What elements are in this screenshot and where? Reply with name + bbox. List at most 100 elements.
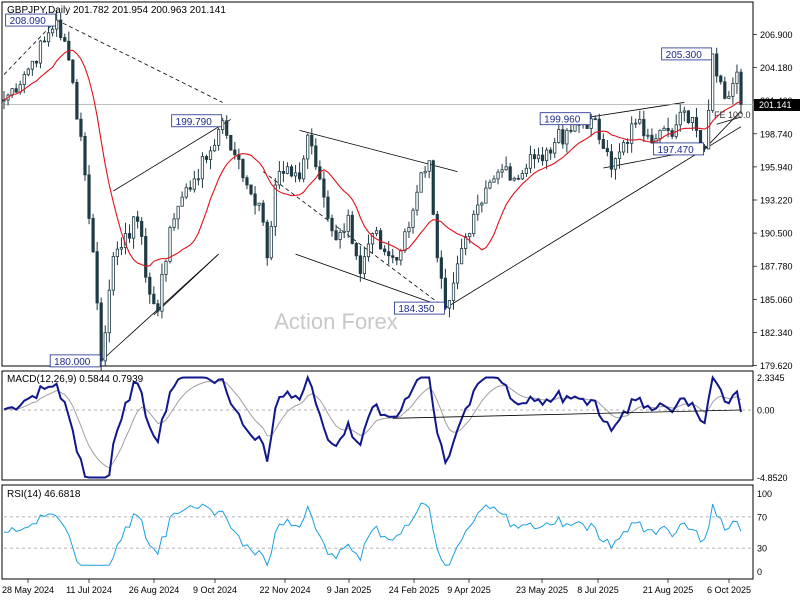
candle-body <box>245 177 249 186</box>
candle-body <box>229 134 233 151</box>
candle-body <box>609 151 614 170</box>
candle-body <box>212 144 217 152</box>
candle-body <box>508 166 512 181</box>
candle-body <box>225 120 229 136</box>
candle-body <box>630 123 634 144</box>
candle-body <box>549 149 553 154</box>
candle-body <box>472 213 476 234</box>
candle-body <box>707 109 711 150</box>
candle-body <box>488 181 492 189</box>
candle-body <box>370 233 375 245</box>
candle-body <box>103 332 107 362</box>
candle-body <box>540 154 545 162</box>
candle-body <box>617 151 622 159</box>
price-y-tick-label: 185.060 <box>760 295 793 305</box>
price-y-tick-label: 179.620 <box>760 361 793 371</box>
price-annotation-label: 205.300 <box>666 50 703 61</box>
candle-body <box>468 233 472 238</box>
candle-body <box>99 302 103 362</box>
candle-body <box>528 154 533 169</box>
candle-body <box>565 129 569 145</box>
candle-body <box>658 129 662 140</box>
candle-body <box>431 160 435 215</box>
price-annotation-box <box>661 47 713 61</box>
candle-body <box>391 255 395 258</box>
price-y-tick-label: 190.500 <box>760 229 793 239</box>
price-candles <box>2 9 743 371</box>
macd-label: MACD(12,26,9) 0.5844 0.7939 <box>7 374 144 385</box>
candle-body <box>642 119 646 137</box>
symbol-label: GBPJPY,Daily 201.782 201.954 200.963 201… <box>7 5 226 16</box>
candle-body <box>79 118 83 137</box>
x-tick-label: 23 May 2025 <box>516 585 568 595</box>
candle-body <box>285 166 290 174</box>
x-tick-label: 28 May 2024 <box>2 585 54 595</box>
candle-body <box>387 251 391 257</box>
candle-body <box>172 218 176 228</box>
candle-body <box>419 172 423 193</box>
candle-body <box>439 257 443 279</box>
candle-body <box>346 214 350 232</box>
candle-body <box>399 250 403 261</box>
macd-line <box>3 374 742 479</box>
candle-body <box>342 230 346 233</box>
candle-body <box>735 71 739 84</box>
macd-y-tick-label: -4.8520 <box>757 473 788 483</box>
candle-body <box>500 169 504 173</box>
price-annotation-box <box>171 114 223 128</box>
candle-body <box>148 276 152 295</box>
trendline <box>56 19 223 103</box>
candle-body <box>188 187 192 190</box>
price-annotation-label: 199.960 <box>544 115 581 126</box>
candle-body <box>601 139 605 149</box>
macd-trendline <box>392 409 742 419</box>
macd-signal-line <box>3 380 742 469</box>
candle-body <box>451 282 456 301</box>
price-y-tick-label: 195.940 <box>760 162 793 172</box>
candle-body <box>38 40 43 64</box>
rsi-label: RSI(14) 46.6818 <box>7 489 81 500</box>
candle-body <box>678 111 682 126</box>
candle-body <box>516 177 520 180</box>
candle-body <box>427 160 431 172</box>
candle-body <box>176 205 180 220</box>
candle-body <box>650 134 654 144</box>
candle-body <box>265 221 269 259</box>
rsi-y-tick-label: 30 <box>757 544 767 554</box>
candle-body <box>184 187 188 198</box>
trendline <box>100 253 219 362</box>
candle-body <box>156 303 160 312</box>
candle-body <box>524 167 528 174</box>
rsi-panel-frame <box>1 484 754 580</box>
candle-body <box>634 122 638 125</box>
y-axis-labels: 206.900204.180201.460198.740195.940193.2… <box>753 30 793 577</box>
candle-body <box>233 149 237 156</box>
candle-body <box>476 204 480 215</box>
candle-body <box>50 28 55 34</box>
price-annotations: 208.090 199.790 180.000 184.350 199.960 197.4… <box>5 13 751 368</box>
candle-body <box>362 256 367 274</box>
candle-body <box>322 178 326 198</box>
candle-body <box>719 75 723 83</box>
candle-body <box>119 247 124 250</box>
price-annotation-box <box>653 142 704 156</box>
trendline <box>295 253 446 308</box>
candle-body <box>180 196 184 207</box>
candle-body <box>42 40 47 43</box>
trendline <box>113 119 231 192</box>
candle-body <box>330 217 334 232</box>
x-tick-label: 9 Apr 2025 <box>447 585 491 595</box>
candle-body <box>140 220 144 237</box>
candle-body <box>423 170 427 174</box>
candle-body <box>711 53 715 111</box>
x-tick-label: 22 Nov 2024 <box>259 585 310 595</box>
candle-body <box>484 187 488 204</box>
candle-body <box>14 88 18 93</box>
candle-body <box>569 129 573 132</box>
candle-body <box>723 81 727 99</box>
macd-panel-frame <box>1 370 754 481</box>
candle-body <box>59 19 63 38</box>
candle-body <box>192 178 196 190</box>
candle-body <box>504 166 508 171</box>
candle-body <box>34 60 38 64</box>
